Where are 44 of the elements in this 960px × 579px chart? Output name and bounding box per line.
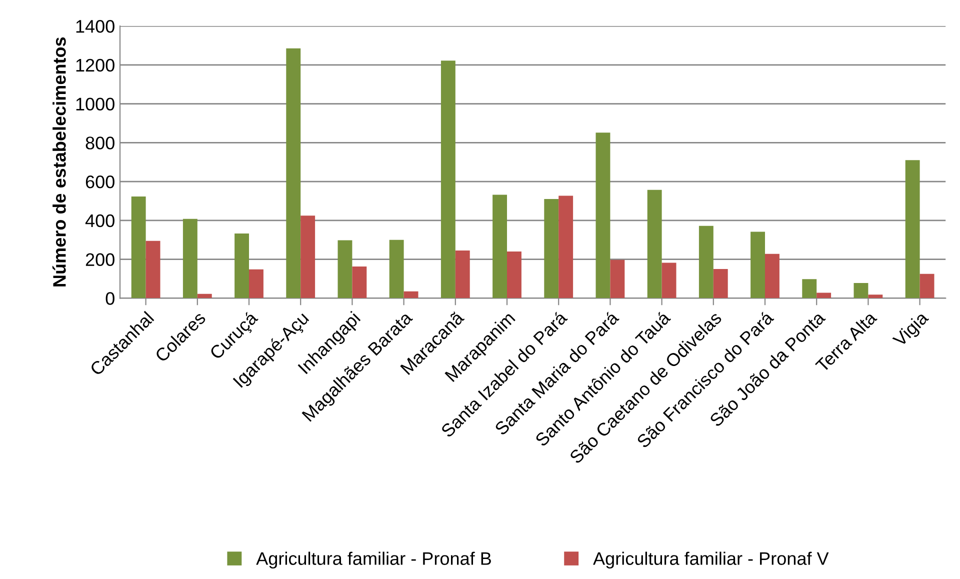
bar [455, 250, 470, 298]
legend-label: Agricultura familiar - Pronaf V [593, 552, 829, 569]
y-tick-label: 200 [86, 253, 114, 266]
bar [596, 132, 610, 298]
y-tick-label: 400 [85, 214, 114, 228]
bar [131, 196, 146, 298]
legend-label: Agricultura familiar - Pronaf B [256, 552, 491, 569]
y-tick-label: 1000 [76, 98, 114, 111]
bar [234, 233, 249, 298]
bar [146, 240, 160, 298]
bar [750, 232, 765, 298]
bar [352, 266, 367, 298]
bar [920, 274, 934, 298]
bar [286, 48, 301, 298]
bar [338, 240, 352, 298]
bar [389, 240, 404, 298]
y-tick-label: 600 [86, 175, 114, 188]
y-tick-label: 0 [106, 292, 114, 305]
bar [610, 260, 625, 298]
y-tick-label: 800 [86, 136, 114, 150]
bar [765, 254, 780, 298]
bar [300, 216, 316, 298]
bar [802, 279, 817, 298]
bar [558, 196, 574, 298]
bar [544, 199, 559, 298]
bar [507, 252, 522, 298]
x-tick-label: Vigia [892, 310, 932, 350]
bar [698, 226, 714, 298]
bar [854, 283, 868, 298]
y-tick-label: 1400 [76, 20, 114, 33]
bar [905, 160, 920, 298]
bar [440, 60, 456, 298]
bar [404, 291, 418, 298]
bar [647, 190, 662, 298]
bar [182, 218, 198, 298]
bar [662, 262, 676, 298]
bar [197, 294, 212, 298]
bar [868, 294, 883, 298]
y-tick-label: 1200 [76, 58, 114, 72]
bar [249, 269, 264, 298]
bar [492, 194, 507, 298]
y-axis-title: Número de estabelecimentos [52, 37, 66, 286]
bar [816, 292, 832, 298]
bar [713, 269, 728, 298]
